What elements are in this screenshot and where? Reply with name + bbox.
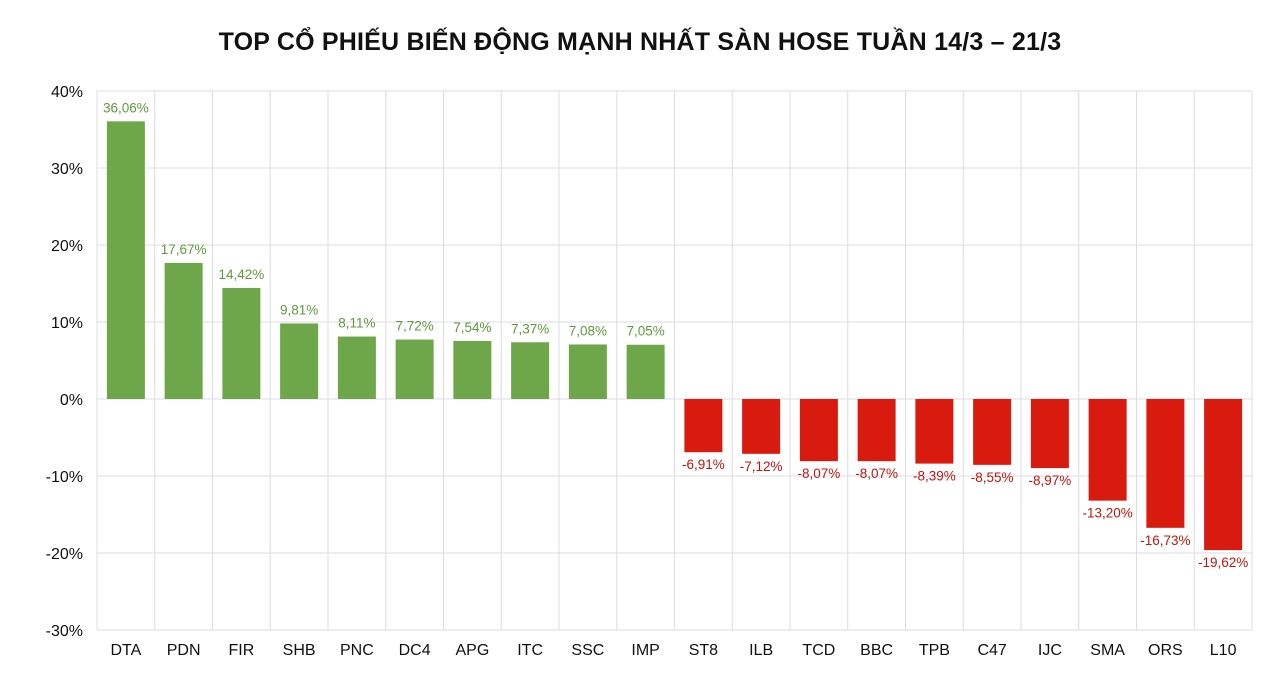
category-label: SHB	[283, 642, 316, 659]
y-tick-label: 30%	[51, 161, 83, 178]
bar-shb	[280, 323, 319, 399]
bar-fir	[222, 287, 261, 399]
bar-ors	[1146, 399, 1185, 528]
data-label: 36,06%	[103, 100, 149, 115]
bar-imp	[626, 344, 665, 399]
y-tick-label: -30%	[46, 623, 83, 640]
bar-l10	[1204, 399, 1243, 551]
category-label: ST8	[689, 642, 718, 659]
category-label: SSC	[571, 642, 604, 659]
category-label: ORS	[1148, 642, 1183, 659]
category-label: PDN	[167, 642, 201, 659]
y-tick-label: 20%	[51, 238, 83, 255]
bar-bbc	[857, 399, 896, 462]
category-label: C47	[977, 642, 1006, 659]
category-label: L10	[1210, 642, 1237, 659]
bar-dc4	[395, 339, 434, 399]
chart-title: TOP CỔ PHIẾU BIẾN ĐỘNG MẠNH NHẤT SÀN HOS…	[218, 28, 1062, 56]
category-label: APG	[455, 642, 489, 659]
data-label: -8,07%	[855, 466, 898, 481]
category-label: ITC	[517, 642, 543, 659]
category-label: TPB	[919, 642, 950, 659]
data-label: 7,08%	[569, 323, 607, 338]
category-label: PNC	[340, 642, 374, 659]
data-label: -8,97%	[1028, 473, 1071, 488]
bar-tpb	[915, 399, 954, 464]
category-label: DTA	[110, 642, 141, 659]
y-tick-label: 40%	[51, 84, 83, 101]
data-labels: 36,06% 17,67% 14,42% 9,81% 8,11% 7,72% 7,54% 7,…	[103, 100, 1248, 570]
data-label: 7,54%	[453, 320, 491, 335]
category-label: SMA	[1090, 642, 1125, 659]
category-label: FIR	[228, 642, 254, 659]
bar-ilb	[742, 399, 781, 454]
bar-sma	[1088, 399, 1127, 501]
bars	[106, 121, 1243, 551]
y-tick-label: 10%	[51, 315, 83, 332]
category-label: IMP	[631, 642, 659, 659]
category-label: DC4	[399, 642, 431, 659]
data-label: 17,67%	[161, 242, 207, 257]
bar-pnc	[337, 336, 376, 399]
data-label: 8,11%	[338, 316, 375, 331]
bar-itc	[511, 342, 550, 399]
y-tick-label: 0%	[60, 392, 83, 409]
bar-apg	[453, 340, 492, 399]
category-label: IJC	[1038, 642, 1062, 659]
y-tick-label: -10%	[46, 469, 83, 486]
category-label: ILB	[749, 642, 773, 659]
data-label: -8,07%	[797, 466, 840, 481]
gridlines	[96, 90, 1253, 631]
y-axis-ticks: 40% 30% 20% 10% 0% -10% -20% -30%	[46, 84, 83, 640]
bar-st8	[684, 399, 723, 453]
data-label: 7,05%	[626, 324, 664, 339]
data-label: 7,37%	[511, 321, 549, 336]
data-label: 14,42%	[218, 267, 264, 282]
category-label: TCD	[802, 642, 835, 659]
bar-ssc	[568, 344, 607, 399]
data-label: -8,55%	[971, 470, 1014, 485]
data-label: -16,73%	[1140, 533, 1190, 548]
data-label: 7,72%	[395, 319, 433, 334]
bar-dta	[106, 121, 145, 399]
bar-pdn	[164, 262, 203, 399]
bar-c47	[973, 399, 1012, 465]
data-label: -7,12%	[740, 459, 783, 474]
bar-ijc	[1030, 399, 1069, 469]
data-label: -13,20%	[1082, 506, 1132, 521]
data-label: -6,91%	[682, 457, 725, 472]
data-label: -8,39%	[913, 469, 956, 484]
data-label: 9,81%	[280, 302, 318, 317]
data-label: -19,62%	[1198, 555, 1248, 570]
category-label: BBC	[860, 642, 893, 659]
bar-tcd	[799, 399, 838, 462]
y-tick-label: -20%	[46, 546, 83, 563]
x-axis-categories: DTA PDN FIR SHB PNC DC4 APG ITC SSC IMP ST8 ILB TCD B…	[110, 642, 1236, 659]
